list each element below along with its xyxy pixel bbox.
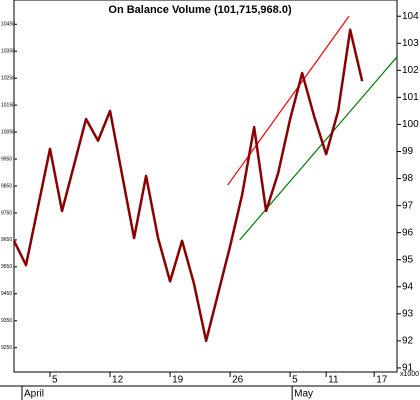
month-label: April: [24, 389, 44, 400]
y2-tick-label: 9950: [1, 156, 12, 162]
y-tick-label: 103: [402, 38, 419, 49]
x-tick-label: 17: [376, 375, 388, 386]
y2-tick-label: 10450: [1, 22, 15, 28]
y-tick-label: 102: [402, 65, 419, 76]
x-tick-label: 11: [328, 375, 339, 386]
y-tick-label: 93: [402, 308, 414, 319]
y2-tick-label: 10350: [1, 49, 15, 55]
y-tick-label: 96: [402, 227, 414, 238]
y2-tick-label: 9850: [1, 183, 12, 189]
x-tick-label: 5: [292, 375, 298, 386]
y-tick-label: 99: [402, 146, 414, 157]
y2-tick-label: 9350: [1, 318, 12, 324]
y2-tick-label: 9650: [1, 237, 12, 243]
month-label: May: [294, 389, 313, 400]
series-line: [12, 28, 364, 343]
x-tick-label: 5: [52, 375, 58, 386]
x-tick-label: 19: [172, 375, 184, 386]
y-tick-label: 104: [402, 11, 419, 22]
plot-frame: [13, 0, 398, 373]
y-tick-label: 91: [402, 363, 414, 374]
y2-tick-label: 9250: [1, 345, 12, 351]
y-tick-label: 95: [402, 254, 414, 265]
unit-label: x1000: [400, 371, 419, 378]
x-tick-label: 26: [232, 375, 244, 386]
y-tick-label: 97: [402, 200, 414, 211]
y2-tick-label: 9450: [1, 291, 12, 297]
y2-tick-label: 10050: [1, 129, 15, 135]
chart-title: On Balance Volume (101,715,968.0): [108, 4, 292, 16]
y2-tick-label: 10150: [1, 102, 15, 108]
y2-tick-label: 10250: [1, 76, 15, 82]
y-tick-label: 94: [402, 281, 414, 292]
y2-tick-label: 9750: [1, 210, 12, 216]
x-tick-label: 12: [112, 375, 124, 386]
y2-tick-label: 9550: [1, 264, 12, 270]
y-tick-label: 100: [402, 119, 419, 130]
y-tick-label: 98: [402, 173, 414, 184]
y-tick-label: 101: [402, 92, 419, 103]
y-tick-label: 92: [402, 336, 414, 347]
